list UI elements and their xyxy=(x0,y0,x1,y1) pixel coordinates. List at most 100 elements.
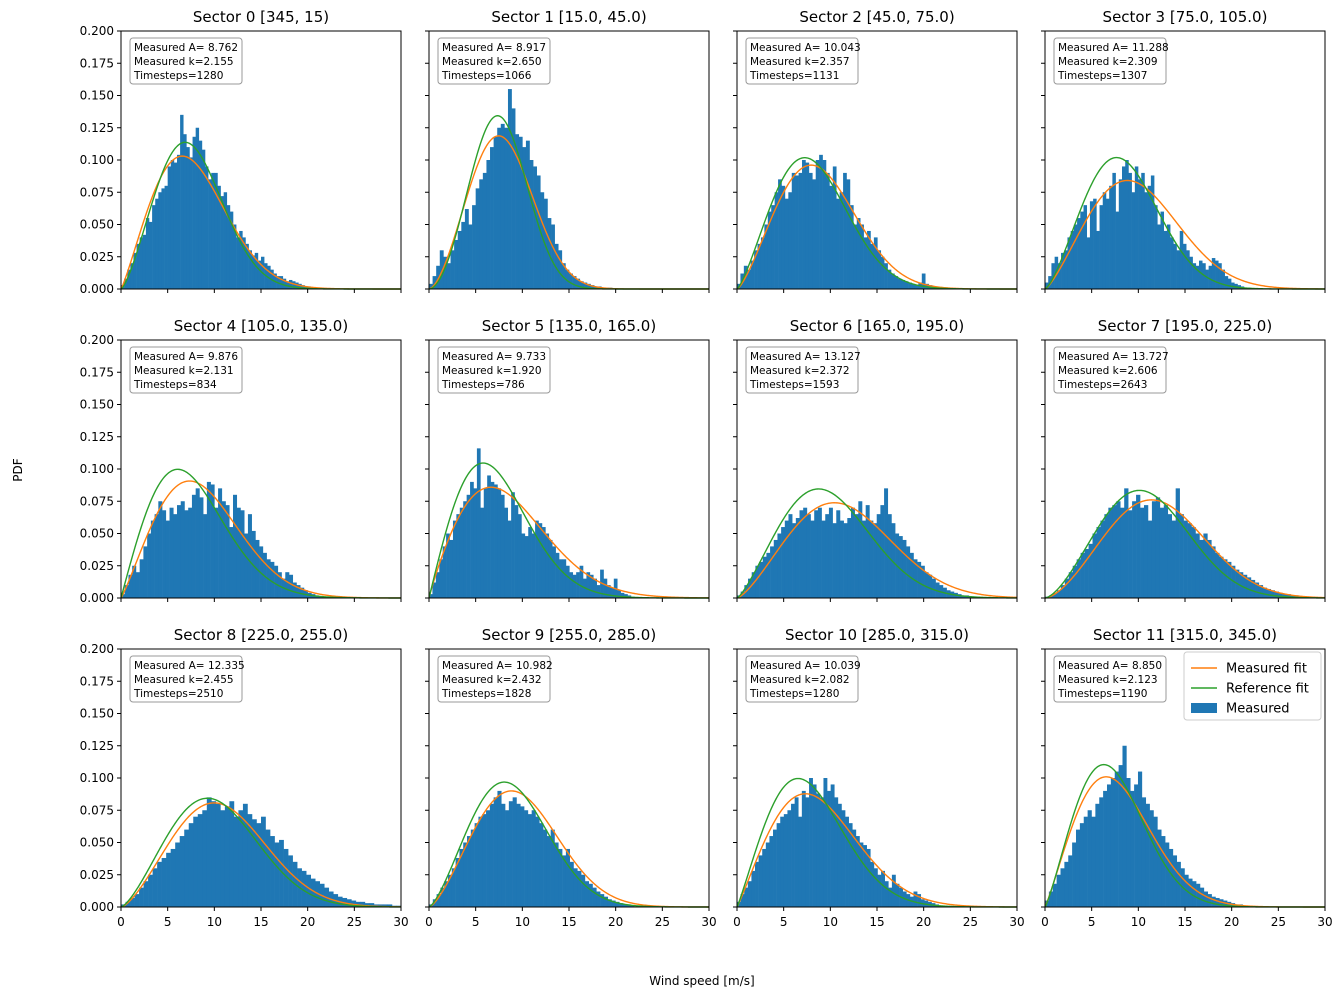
hist-bar xyxy=(839,192,844,289)
hist-bar xyxy=(360,901,366,907)
hist-bar xyxy=(548,539,553,598)
annotation-k: Measured k=2.650 xyxy=(442,56,542,68)
hist-bar xyxy=(517,514,522,598)
hist-bar xyxy=(1163,505,1169,598)
annotation-timesteps: Timesteps=834 xyxy=(133,379,217,391)
hist-bar xyxy=(834,797,839,907)
hist-bar xyxy=(810,520,815,598)
hist-bar xyxy=(247,814,253,907)
hist-bar xyxy=(282,278,287,289)
hist-bar xyxy=(184,510,189,598)
y-tick-label: 0.200 xyxy=(80,642,114,656)
measured-fit-line xyxy=(736,793,1017,908)
hist-bar xyxy=(192,136,196,289)
panel-sector-8: 0 5 10 15 20 25 30 0.000 0.025 0.050 0.075 0.100 0.1… xyxy=(80,626,409,929)
hist-bar xyxy=(1227,278,1232,289)
annotation-box xyxy=(129,655,243,703)
hist-bar xyxy=(1087,810,1092,907)
hist-bar xyxy=(808,172,813,289)
hist-bar xyxy=(1045,282,1049,289)
annotation-timesteps: Timesteps=1307 xyxy=(1057,70,1147,82)
hist-bar xyxy=(233,494,238,598)
hist-bar xyxy=(576,278,581,289)
x-tick-label: 20 xyxy=(916,915,931,929)
hist-bar xyxy=(904,281,909,289)
hist-bar xyxy=(152,205,156,289)
hist-bar xyxy=(561,263,566,289)
hist-bar xyxy=(206,797,212,907)
hist-bar xyxy=(505,810,510,907)
hist-bar xyxy=(217,185,221,289)
hist-bar xyxy=(572,574,577,598)
hist-bar xyxy=(908,282,912,289)
hist-bar xyxy=(211,801,217,907)
annotation-timesteps: Timesteps=1131 xyxy=(749,70,839,82)
annotation-box xyxy=(437,37,551,85)
hist-bar xyxy=(524,536,529,598)
hist-bar xyxy=(1224,276,1229,289)
legend-label: Reference fit xyxy=(1226,682,1309,697)
hist-bar xyxy=(242,803,248,907)
hist-bar xyxy=(801,790,806,907)
hist-bar xyxy=(1096,230,1100,289)
hist-bar xyxy=(1056,874,1061,907)
hist-bar xyxy=(1099,205,1104,289)
annotation-A: Measured A= 8.917 xyxy=(442,42,546,54)
hist-bar xyxy=(825,514,830,598)
hist-bar xyxy=(497,488,502,598)
hist-bar xyxy=(300,587,305,598)
hist-bar xyxy=(1227,561,1232,598)
hist-bar xyxy=(167,166,172,289)
hist-bar xyxy=(493,797,498,907)
hist-bar xyxy=(1145,803,1150,907)
hist-bar xyxy=(1195,265,1200,289)
y-axis-label: PDF xyxy=(11,458,25,481)
hist-bar xyxy=(778,179,782,289)
y-tick-label: 0.175 xyxy=(80,365,114,379)
hist-bar xyxy=(1211,258,1216,289)
hist-bar xyxy=(1115,211,1120,289)
hist-bar xyxy=(906,546,911,598)
stats-annotation: Measured A= 13.727 Measured k=2.606 Timest… xyxy=(1053,346,1169,394)
y-tick-label: 0.175 xyxy=(80,56,114,70)
hist-bar xyxy=(870,243,875,289)
hist-bar xyxy=(758,855,763,907)
stats-annotation: Measured A= 10.982 Measured k=2.432 Timest… xyxy=(437,655,553,703)
hist-bar xyxy=(251,255,256,289)
hist-bar xyxy=(259,546,264,598)
hist-bar xyxy=(911,283,916,289)
hist-bar xyxy=(583,282,588,289)
x-tick-label: 15 xyxy=(561,915,576,929)
panel-title: Sector 1 [15.0, 45.0) xyxy=(491,8,646,26)
hist-bar xyxy=(1211,896,1216,907)
hist-bar xyxy=(1091,816,1096,907)
hist-bar xyxy=(1176,250,1181,289)
hist-bar xyxy=(1092,533,1097,598)
hist-bar xyxy=(593,578,597,598)
hist-bar xyxy=(1196,883,1201,907)
hist-bar xyxy=(214,172,218,289)
hist-bar xyxy=(862,520,866,598)
hist-bar xyxy=(1154,205,1158,289)
hist-bar xyxy=(596,891,601,907)
hist-bar xyxy=(815,160,820,289)
hist-bar xyxy=(161,857,167,907)
hist-bar xyxy=(521,533,526,598)
hist-bar xyxy=(531,810,536,907)
hist-bar xyxy=(837,803,842,907)
hist-bar xyxy=(1128,510,1133,598)
hist-bar xyxy=(1157,224,1161,289)
measured-fit-line xyxy=(120,802,402,908)
hist-bar xyxy=(1072,565,1077,598)
hist-bar xyxy=(541,527,546,598)
annotation-A: Measured A= 13.727 xyxy=(1058,351,1169,363)
panel-sector-6: Sector 6 [165.0, 195.0) Measured A= 13.12… xyxy=(733,317,1018,602)
hist-bar xyxy=(429,594,433,598)
hist-bar xyxy=(262,552,267,598)
hist-bar xyxy=(482,814,487,907)
hist-bar xyxy=(1278,592,1283,598)
y-tick-label: 0.100 xyxy=(80,153,114,167)
hist-bar xyxy=(206,481,211,598)
y-tick-label: 0.125 xyxy=(80,739,114,753)
hist-bar xyxy=(1262,587,1268,598)
